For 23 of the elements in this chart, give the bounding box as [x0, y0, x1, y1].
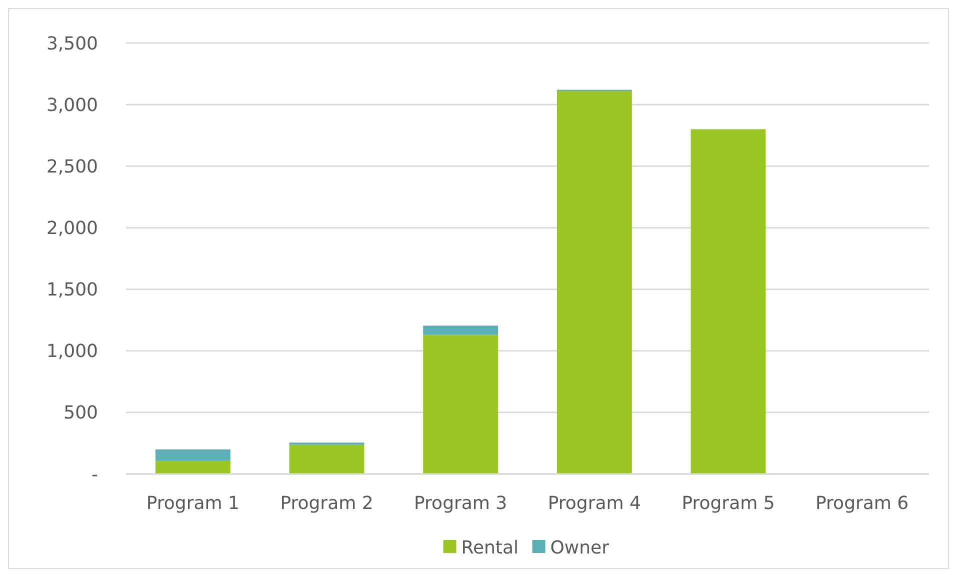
- bar: [423, 334, 498, 474]
- x-tick-label: Program 4: [548, 493, 641, 514]
- x-tick-label: Program 6: [816, 493, 909, 514]
- bar: [690, 129, 766, 474]
- x-tick-label: Program 1: [146, 493, 240, 514]
- bar: [289, 444, 364, 474]
- x-tick-label: Program 3: [414, 493, 508, 514]
- y-tick-label: 500: [64, 402, 98, 424]
- legend-label: Rental: [461, 537, 519, 558]
- y-tick-label: 2,000: [46, 218, 98, 240]
- y-tick-label: 3,500: [46, 33, 98, 54]
- bar: [556, 91, 632, 474]
- bar: [155, 460, 230, 474]
- y-tick-label: -: [92, 464, 98, 486]
- bar: [423, 326, 498, 335]
- x-tick-label: Program 5: [682, 493, 775, 514]
- legend-label: Owner: [550, 537, 610, 558]
- x-tick-label: Program 2: [280, 493, 374, 514]
- y-tick-label: 2,500: [46, 156, 98, 178]
- y-tick-label: 3,000: [46, 94, 98, 116]
- y-tick-label: 1,500: [46, 280, 98, 301]
- bar: [155, 449, 230, 460]
- y-tick-label: 1,000: [46, 341, 98, 362]
